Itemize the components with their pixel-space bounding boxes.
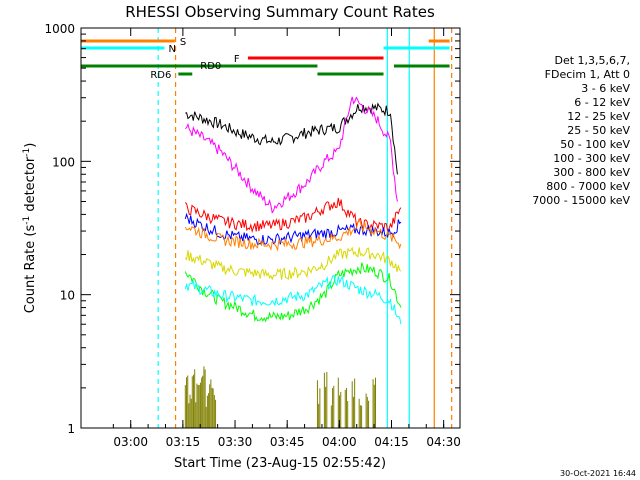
y-axis-label-main: Count Rate (s [23,225,38,314]
chart-title: RHESSI Observing Summary Count Rates [125,3,435,21]
status-label-N: N [168,44,175,55]
plot-area: SN F RD0 RD6 [81,28,453,428]
status-label-S: S [180,37,186,48]
y-tick-label-0: 1 [67,422,75,436]
series-line [184,246,402,281]
y-axis-label-end: ) [23,143,38,148]
y-axis-label-sup2: -1 [22,148,32,157]
series-7 [184,219,402,252]
x-axis: 03:00 03:15 03:30 03:45 04:00 04:15 04:30 [112,28,461,449]
legend-header-1: Det 1,3,5,6,7, [554,54,630,67]
x-tick-label-6: 04:30 [426,435,461,449]
y-tick-label-1: 10 [60,289,75,303]
x-tick-label-1: 03:15 [166,435,201,449]
x-tick-label-5: 04:15 [374,435,409,449]
x-tick-label-0: 03:00 [113,435,148,449]
series-line [184,274,402,325]
series-4 [184,246,402,281]
y-axis-label: Count Rate (s-1 detector-1) [22,143,38,314]
legend-entry-1: 6 - 12 keV [574,96,630,109]
series-6 [184,212,402,247]
series-line [184,212,402,247]
series-line [185,102,398,175]
series-5 [184,197,402,234]
legend-entry-3: 25 - 50 keV [567,124,630,137]
x-tick-label-4: 04:00 [322,435,357,449]
x-axis-label: Start Time (23-Aug-15 02:55:42) [174,456,386,471]
series-line [184,197,402,234]
legend-entry-4: 50 - 100 keV [560,138,630,151]
y-axis: 1 10 100 1000 [44,22,460,436]
x-tick-label-3: 03:45 [270,435,305,449]
legend-entry-6: 300 - 800 keV [553,166,630,179]
legend: Det 1,3,5,6,7, FDecim 1, Att 0 3 - 6 keV… [532,54,630,207]
plot-frame [80,27,461,429]
y-tick-label-2: 100 [52,155,75,169]
series-3 [184,274,402,325]
series-line [184,219,402,252]
y-tick-label-3: 1000 [44,22,75,36]
series-1 [184,96,398,214]
legend-entry-0: 3 - 6 keV [581,82,630,95]
legend-entry-8: 7000 - 15000 keV [532,194,630,207]
status-label-F: F [234,54,240,65]
x-tick-label-2: 03:30 [218,435,253,449]
y-axis-label-mid: detector [23,156,38,216]
legend-entry-2: 12 - 25 keV [567,110,630,123]
status-label-RD0: RD0 [200,61,221,72]
series-line [184,96,398,214]
series-8 [184,366,377,428]
legend-entry-5: 100 - 300 keV [553,152,630,165]
plot-timestamp: 30-Oct-2021 16:44 [560,469,636,478]
series-0 [185,102,398,175]
legend-entry-7: 800 - 7000 keV [546,180,630,193]
status-label-RD6: RD6 [150,70,171,81]
legend-header-2: FDecim 1, Att 0 [545,68,630,81]
y-axis-label-sup1: -1 [22,216,32,225]
